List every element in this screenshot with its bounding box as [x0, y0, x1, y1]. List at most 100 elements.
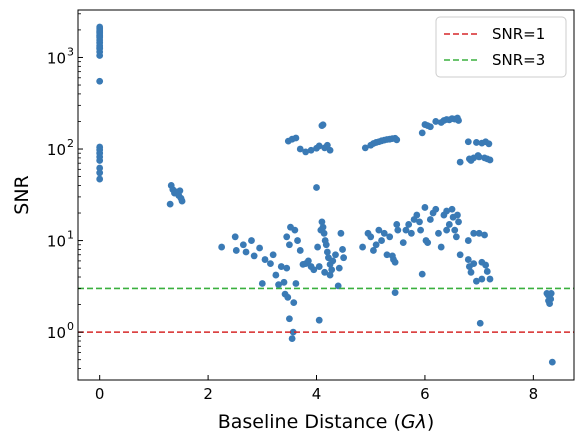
x-axis-label-prefix: Baseline Distance ( [218, 411, 401, 433]
data-point [375, 226, 383, 234]
data-point [310, 266, 318, 274]
data-point [248, 237, 255, 244]
data-point [464, 138, 472, 146]
data-point [443, 207, 451, 215]
data-point [269, 251, 277, 259]
data-point [286, 241, 293, 249]
data-point [289, 328, 297, 336]
data-point [399, 239, 407, 247]
data-point [455, 218, 462, 226]
x-axis-label-variable: Gλ [401, 411, 427, 433]
data-point [424, 239, 432, 247]
data-point [394, 226, 402, 234]
data-point [96, 77, 104, 85]
data-point [166, 200, 174, 208]
y-tick-label: 10 [47, 233, 66, 251]
data-point [470, 260, 478, 268]
data-point [292, 134, 300, 142]
data-point [96, 32, 104, 40]
data-point [546, 300, 554, 307]
data-point [277, 263, 285, 270]
data-point [328, 266, 336, 274]
data-point [437, 243, 445, 251]
legend: SNR=1 SNR=3 [435, 16, 567, 78]
data-point [432, 205, 440, 213]
data-point [286, 315, 293, 323]
data-point [481, 231, 488, 239]
data-point [96, 169, 104, 177]
data-point [288, 335, 296, 342]
data-point [548, 358, 556, 366]
data-point [258, 280, 266, 287]
data-point [319, 223, 327, 231]
data-point [302, 148, 310, 156]
data-point [335, 264, 343, 272]
data-point [322, 241, 330, 249]
data-point [448, 205, 456, 213]
y-axis-label: SNR [11, 175, 33, 214]
data-point [290, 299, 298, 307]
data-point [250, 252, 258, 260]
y-tick-label: 10 [47, 49, 66, 67]
data-point [280, 278, 288, 286]
data-point [407, 229, 415, 237]
data-point [267, 260, 274, 268]
data-point [367, 233, 375, 241]
data-point [275, 281, 282, 289]
data-point [361, 144, 369, 152]
data-point [96, 175, 104, 183]
data-point [315, 263, 323, 270]
data-point [474, 152, 482, 159]
x-tick-label: 2 [203, 385, 213, 403]
data-point [296, 145, 304, 153]
data-point [340, 254, 348, 262]
data-point [283, 233, 291, 241]
data-point [307, 146, 315, 154]
data-point [329, 257, 337, 265]
data-point [467, 268, 475, 276]
data-point [283, 264, 291, 272]
data-point [451, 226, 459, 234]
data-point [318, 218, 326, 226]
data-point [339, 246, 346, 253]
x-axis-label-suffix: ) [427, 411, 434, 433]
data-point [272, 271, 280, 279]
data-point [426, 216, 434, 223]
data-point [176, 187, 184, 195]
data-point [337, 229, 345, 237]
data-point [464, 256, 472, 263]
y-tick-label: 10 [47, 141, 66, 159]
data-point [432, 118, 440, 125]
data-point [292, 280, 300, 287]
data-point [417, 226, 424, 234]
data-point [473, 139, 480, 146]
data-point [304, 257, 312, 265]
data-point [178, 197, 186, 205]
data-point [320, 229, 328, 237]
x-tick-label: 8 [529, 385, 539, 403]
x-axis-label: Baseline Distance (Gλ) [218, 411, 435, 433]
data-point [485, 140, 493, 148]
data-point [96, 157, 104, 164]
data-point [443, 226, 451, 234]
data-point [296, 247, 304, 254]
x-tick-label: 0 [95, 385, 105, 403]
data-point [323, 248, 331, 256]
data-point [96, 52, 104, 59]
data-point [435, 229, 442, 237]
data-point [547, 289, 555, 297]
data-point [426, 123, 434, 131]
data-point [326, 271, 334, 279]
data-point [418, 270, 426, 278]
y-tick-exponent: 1 [67, 229, 74, 242]
data-point [464, 237, 472, 244]
data-point [421, 204, 429, 211]
data-point [475, 229, 483, 237]
data-point [294, 237, 301, 244]
data-point [326, 146, 334, 154]
data-point [359, 243, 366, 251]
x-tick-label: 6 [420, 385, 430, 403]
data-point [482, 261, 490, 269]
